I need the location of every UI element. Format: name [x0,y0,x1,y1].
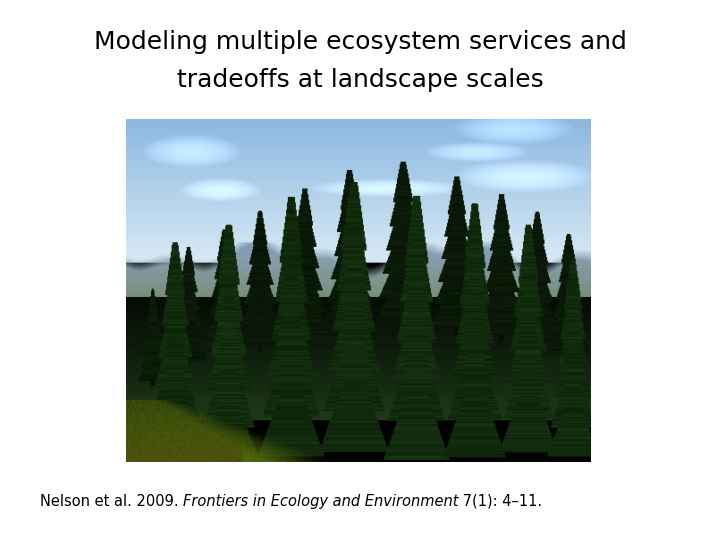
Text: 7(1): 4–11.: 7(1): 4–11. [459,494,542,509]
Text: Frontiers in Ecology and Environment: Frontiers in Ecology and Environment [183,494,459,509]
Text: tradeoffs at landscape scales: tradeoffs at landscape scales [176,68,544,91]
Text: Modeling multiple ecosystem services and: Modeling multiple ecosystem services and [94,30,626,53]
Text: Nelson et al. 2009.: Nelson et al. 2009. [40,494,183,509]
